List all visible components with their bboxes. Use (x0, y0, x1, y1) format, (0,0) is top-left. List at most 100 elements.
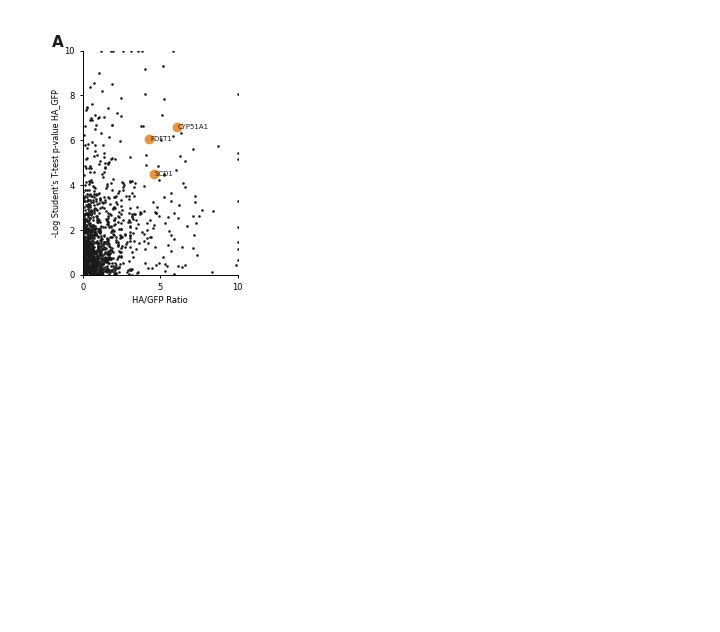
Point (81, 258, 93, 269)
Point (93, 269, 104, 279)
Point (83, 238, 94, 248)
Point (99, 265, 111, 276)
Point (81, 243, 92, 253)
Point (232, 149, 243, 159)
Point (78, 234, 89, 244)
Point (151, 202, 163, 212)
Point (79, 245, 91, 255)
Point (139, 88, 150, 99)
Point (92, 243, 104, 253)
Point (81, 233, 93, 243)
Point (78, 258, 90, 269)
Point (102, 217, 114, 228)
Point (84, 240, 95, 250)
Point (96, 267, 108, 277)
Point (80, 250, 91, 260)
Point (94, 248, 105, 258)
Point (84, 267, 95, 277)
Point (89, 257, 101, 267)
Point (79, 248, 91, 258)
Point (91, 215, 102, 225)
Point (78, 251, 90, 261)
Point (99, 237, 110, 247)
Point (88, 269, 99, 279)
Point (110, 232, 122, 242)
Point (78, 265, 89, 275)
Point (102, 102, 114, 112)
Point (102, 179, 113, 190)
Point (168, 208, 179, 218)
Point (106, 228, 117, 238)
Point (89, 267, 101, 277)
Point (82, 238, 94, 248)
Point (78, 249, 90, 259)
Point (207, 267, 218, 277)
Point (79, 243, 91, 253)
Point (84, 234, 95, 245)
Point (84, 245, 95, 255)
Point (78, 251, 89, 261)
Point (79, 252, 91, 262)
Point (80, 256, 91, 266)
Point (81, 208, 93, 218)
Point (176, 242, 188, 252)
Point (87, 245, 99, 255)
Point (85, 244, 96, 254)
Point (89, 263, 100, 273)
Point (91, 150, 102, 160)
Text: FDFT1: FDFT1 (150, 136, 172, 142)
Point (96, 268, 108, 278)
Point (96, 86, 108, 96)
Point (124, 222, 135, 233)
Point (86, 265, 97, 276)
Point (91, 230, 102, 240)
Point (84, 216, 95, 226)
Point (86, 265, 98, 276)
Point (78, 240, 89, 250)
Point (81, 268, 92, 278)
Point (86, 242, 97, 252)
Point (114, 247, 125, 257)
Point (81, 265, 92, 275)
Point (78, 266, 89, 276)
Point (78, 262, 89, 272)
Point (89, 224, 101, 234)
Point (82, 254, 94, 264)
Point (95, 248, 107, 258)
Point (79, 191, 91, 202)
Point (130, 222, 142, 233)
Point (114, 195, 126, 205)
Point (85, 197, 96, 207)
Point (86, 238, 97, 248)
Point (91, 261, 102, 271)
Point (86, 244, 97, 254)
Point (85, 245, 96, 255)
Point (99, 238, 111, 248)
Point (99, 252, 111, 262)
Point (80, 209, 91, 219)
Point (102, 249, 113, 259)
Point (104, 242, 116, 252)
Point (86, 222, 98, 232)
Point (81, 267, 92, 277)
Point (116, 201, 127, 211)
Point (163, 240, 174, 250)
Point (81, 104, 93, 114)
Point (168, 269, 180, 279)
Point (83, 250, 94, 260)
Point (102, 254, 113, 264)
Point (102, 233, 113, 243)
Point (92, 113, 104, 123)
Point (84, 239, 96, 249)
Point (107, 78, 118, 88)
Point (77, 245, 89, 255)
Point (84, 241, 95, 251)
Point (141, 233, 153, 243)
Point (88, 231, 99, 241)
Point (82, 258, 94, 268)
Point (78, 263, 89, 273)
Point (85, 266, 96, 276)
Point (84, 219, 95, 229)
Point (107, 46, 119, 56)
Point (87, 216, 99, 226)
